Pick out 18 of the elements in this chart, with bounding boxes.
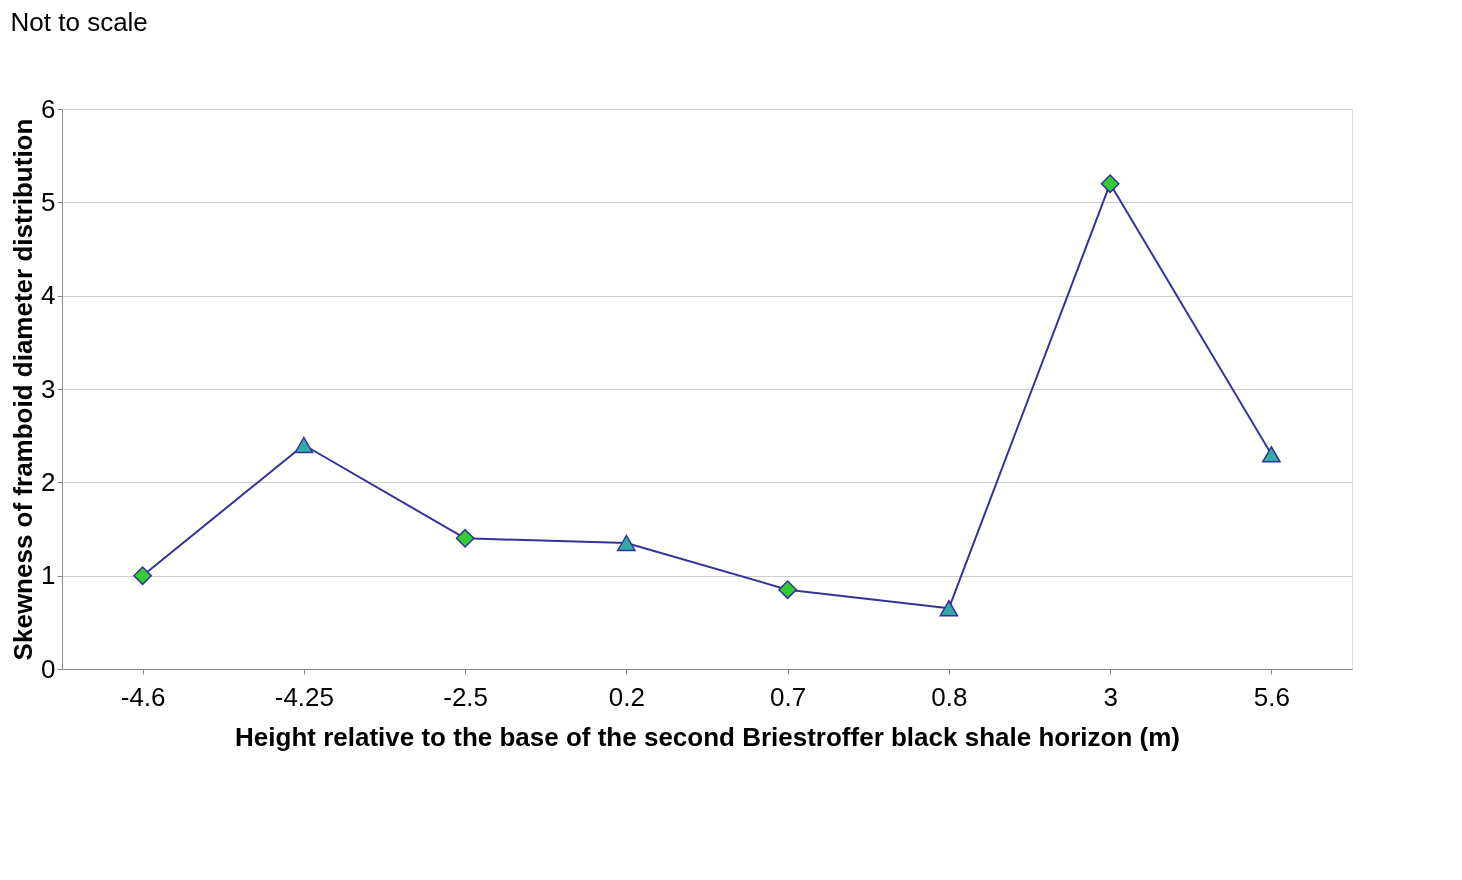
x-tick-label: 5.6: [1253, 681, 1290, 712]
x-tick-label: 0.2: [608, 681, 645, 712]
x-tick-label: -4.6: [120, 681, 166, 712]
y-tick-label: 2: [41, 466, 56, 497]
y-tick-label: 5: [41, 186, 56, 217]
x-axis-title: Height relative to the base of the second Briestroffer black shale horizon (m): [235, 721, 1180, 752]
y-tick-label: 6: [41, 93, 56, 124]
y-tick-label: 1: [41, 560, 56, 591]
y-tick-label: 4: [41, 280, 56, 311]
y-tick-label: 3: [41, 373, 56, 404]
text: Not to scale: [10, 7, 148, 37]
x-tick-label: 3: [1103, 681, 1118, 712]
y-axis-title: Skewness of framboid diameter distribution: [8, 118, 39, 661]
x-tick-label: -4.25: [274, 681, 335, 712]
x-tick-label: 0.7: [770, 681, 807, 712]
x-tick-label: 0.8: [931, 681, 968, 712]
x-tick-label: -2.5: [443, 681, 489, 712]
y-tick-label: 0: [41, 653, 56, 684]
